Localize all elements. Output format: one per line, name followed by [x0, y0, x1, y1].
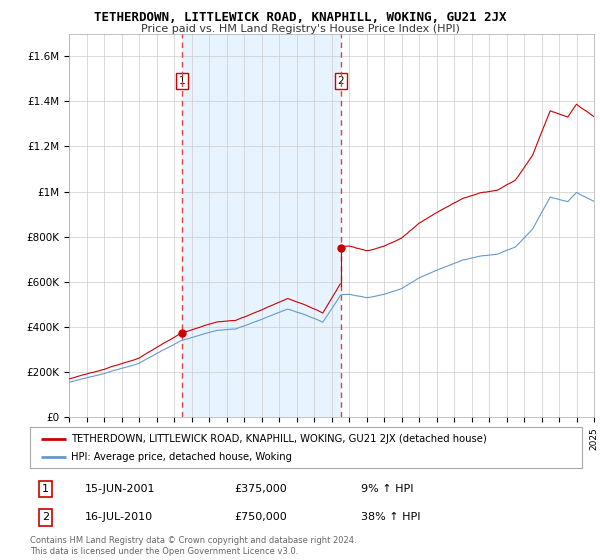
- Text: 1: 1: [42, 484, 49, 494]
- Text: TETHERDOWN, LITTLEWICK ROAD, KNAPHILL, WOKING, GU21 2JX: TETHERDOWN, LITTLEWICK ROAD, KNAPHILL, W…: [94, 11, 506, 24]
- Text: 1: 1: [179, 76, 185, 86]
- Text: 2: 2: [42, 512, 49, 522]
- Text: £375,000: £375,000: [234, 484, 287, 494]
- Text: £750,000: £750,000: [234, 512, 287, 522]
- Text: 15-JUN-2001: 15-JUN-2001: [85, 484, 156, 494]
- Bar: [182, 34, 341, 417]
- Text: 16-JUL-2010: 16-JUL-2010: [85, 512, 154, 522]
- Text: Contains HM Land Registry data © Crown copyright and database right 2024.
This d: Contains HM Land Registry data © Crown c…: [30, 536, 356, 556]
- Text: 9% ↑ HPI: 9% ↑ HPI: [361, 484, 414, 494]
- Text: 38% ↑ HPI: 38% ↑ HPI: [361, 512, 421, 522]
- Text: TETHERDOWN, LITTLEWICK ROAD, KNAPHILL, WOKING, GU21 2JX (detached house): TETHERDOWN, LITTLEWICK ROAD, KNAPHILL, W…: [71, 433, 487, 444]
- Text: 2: 2: [338, 76, 344, 86]
- Text: HPI: Average price, detached house, Woking: HPI: Average price, detached house, Woki…: [71, 452, 292, 462]
- Text: Price paid vs. HM Land Registry's House Price Index (HPI): Price paid vs. HM Land Registry's House …: [140, 24, 460, 34]
